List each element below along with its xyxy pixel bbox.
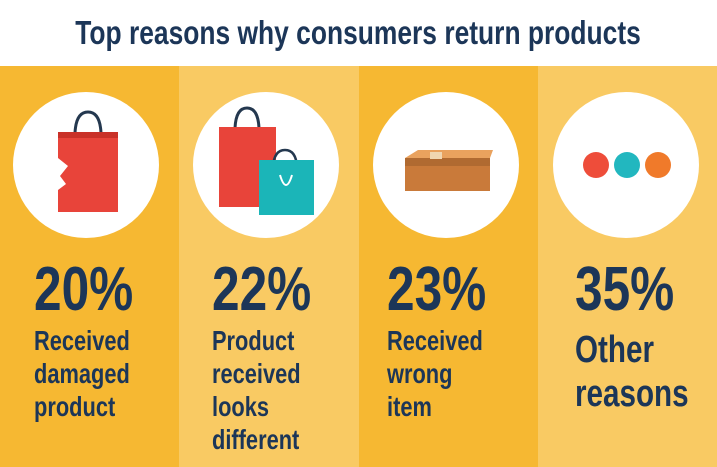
reason-label: Received: [387, 325, 483, 356]
reason-label: Other: [575, 329, 654, 371]
stat: 22%: [212, 254, 311, 324]
title: Top reasons why consumers return product…: [75, 15, 641, 51]
stat: 35%: [575, 254, 674, 324]
reason-label: different: [212, 424, 300, 455]
reason-label: damaged: [34, 358, 130, 389]
dots-icon: [583, 152, 671, 178]
reason-label: wrong: [386, 358, 452, 389]
box-icon: [405, 150, 493, 191]
reason-label: looks: [212, 391, 269, 422]
reason-label: received: [212, 358, 301, 389]
reason-label: reasons: [575, 373, 689, 415]
reason-label: Received: [34, 325, 130, 356]
stat: 23%: [387, 254, 486, 324]
reason-texts: 20%Receiveddamagedproduct22%Productrecei…: [34, 254, 689, 456]
reason-label: product: [34, 391, 116, 422]
stat: 20%: [34, 254, 133, 324]
damaged-bag-icon: [58, 110, 118, 212]
reason-label: item: [387, 391, 432, 422]
reason-label: Product: [212, 325, 295, 356]
bags-icon: [219, 106, 314, 215]
